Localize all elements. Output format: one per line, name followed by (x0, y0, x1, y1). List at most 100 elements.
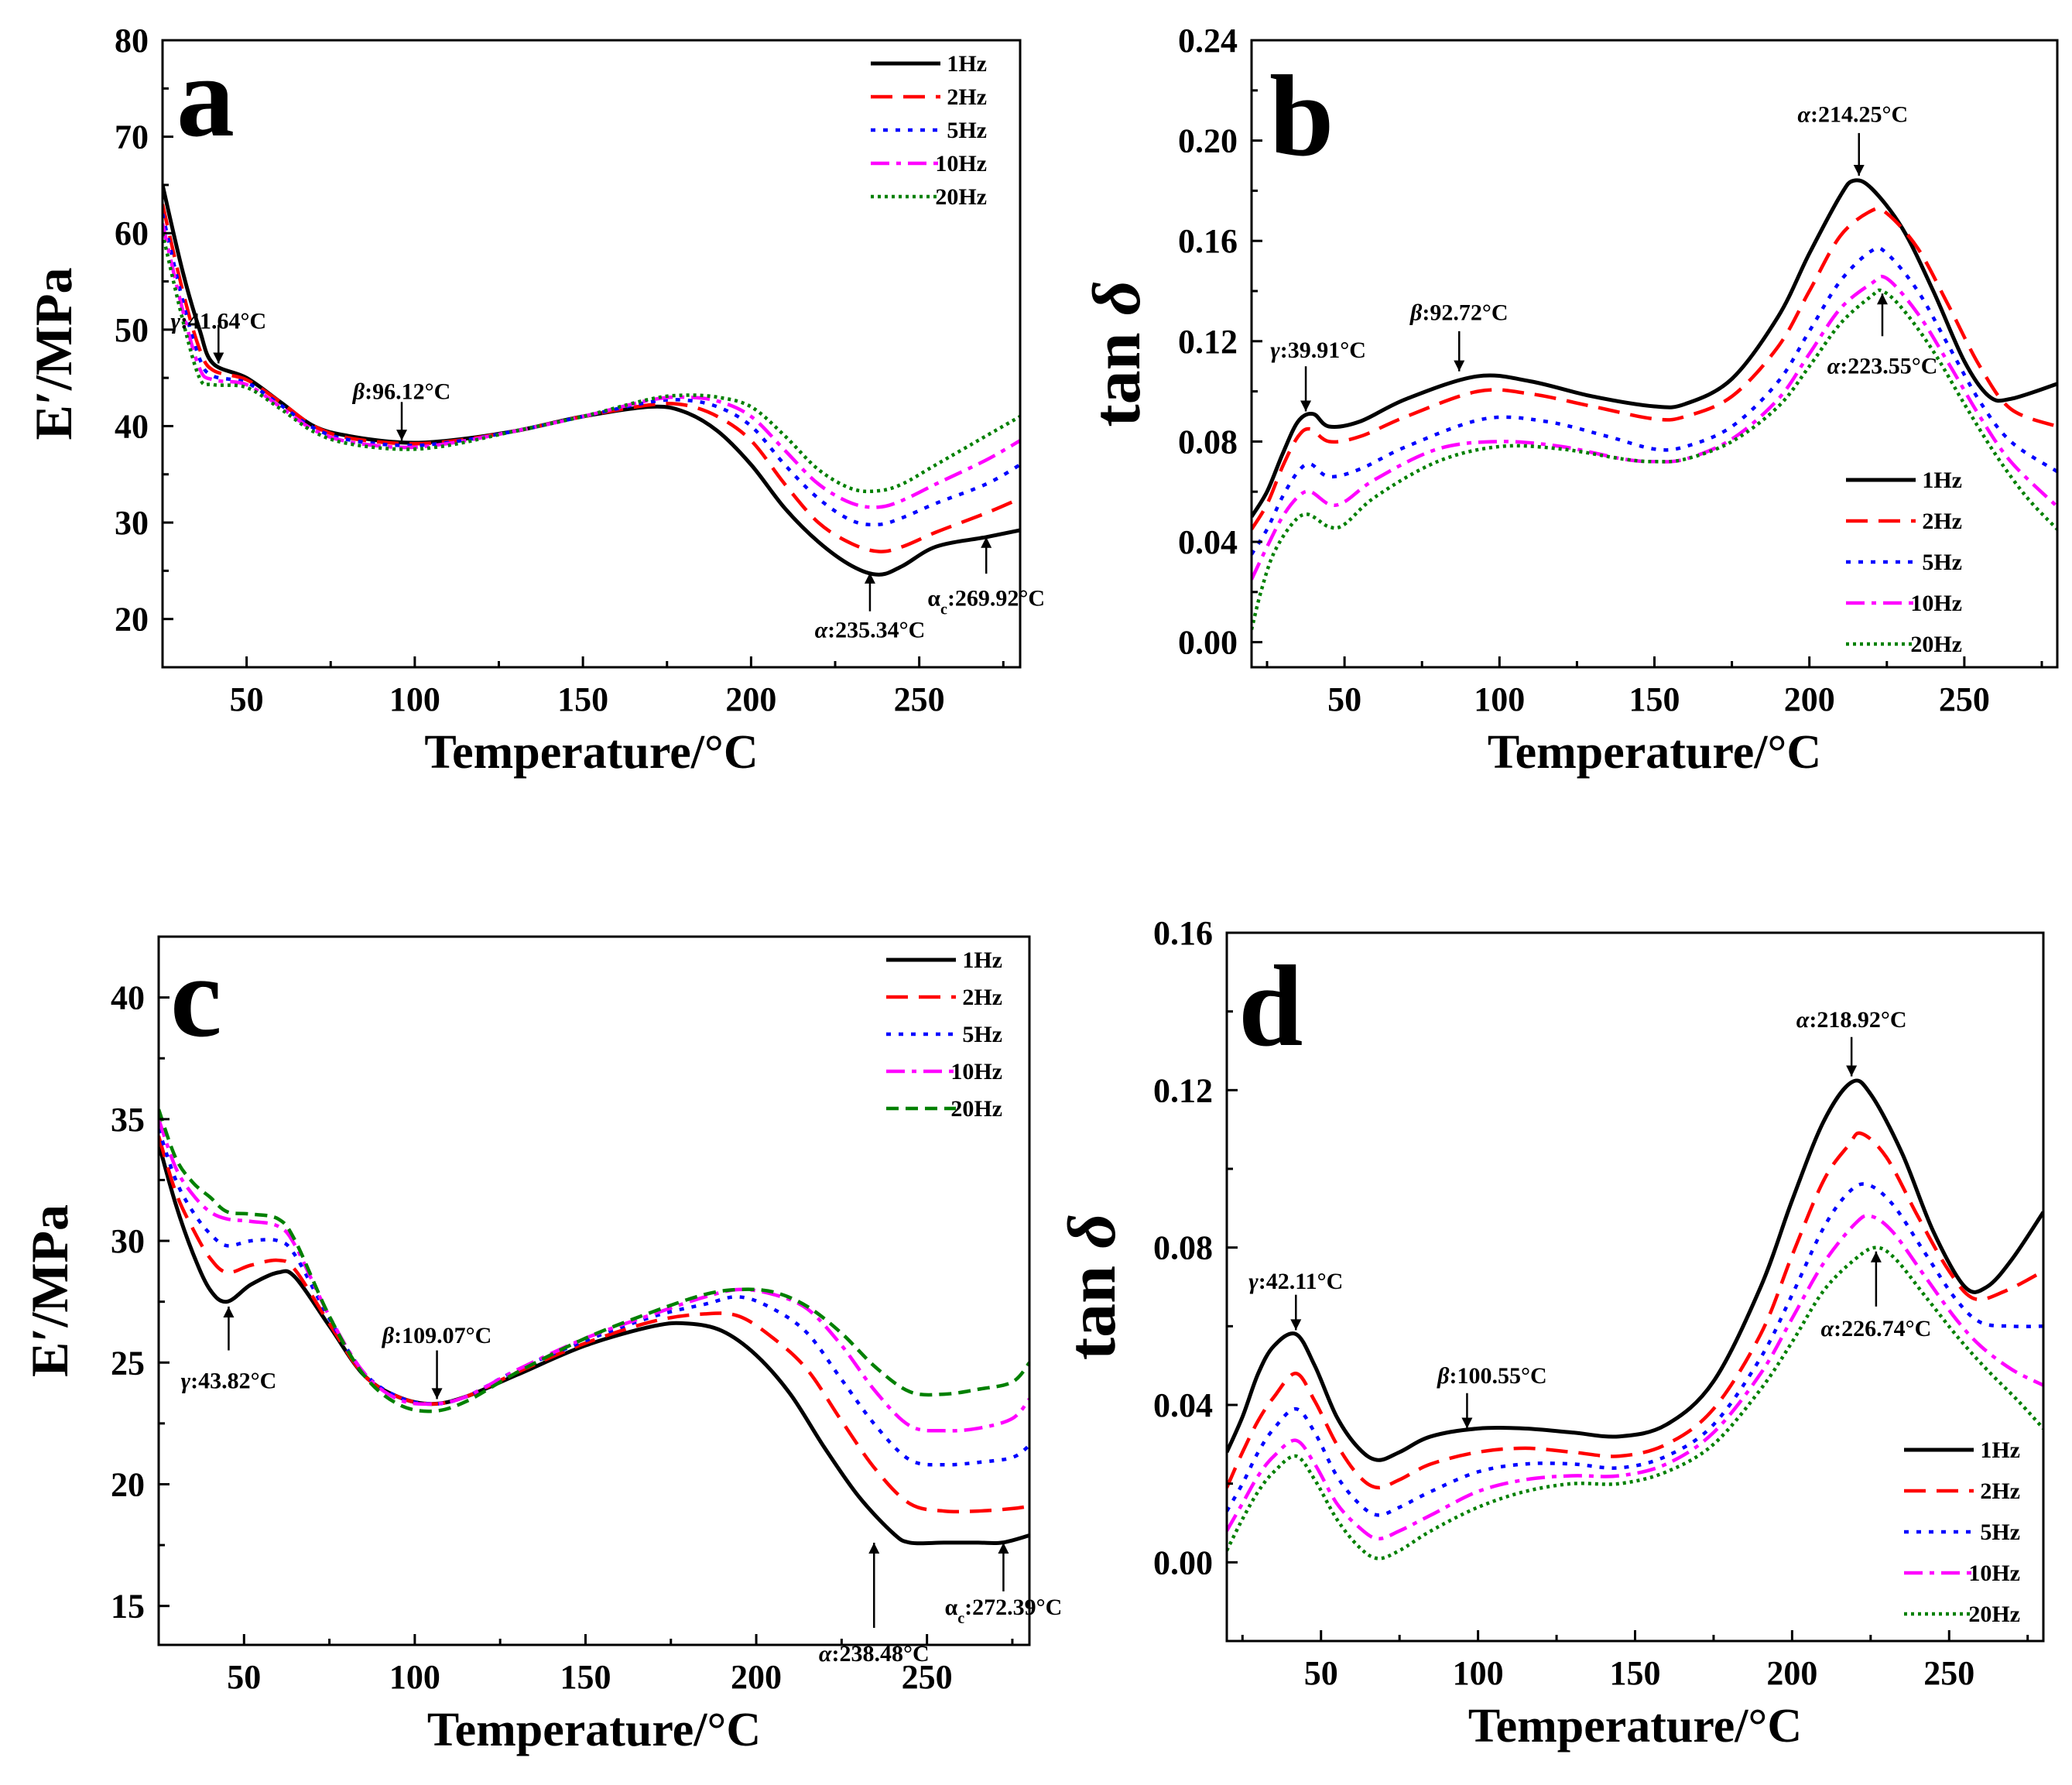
annotation-arrowhead (864, 572, 875, 584)
y-tick-label: 0.12 (1153, 1071, 1213, 1109)
x-tick-label: 100 (389, 1658, 440, 1696)
annotation-arrowhead (1876, 293, 1888, 305)
y-tick-label: 50 (115, 311, 149, 349)
legend: 1Hz 2Hz 5Hz 10Hz 20Hz (871, 51, 987, 210)
x-tick-label: 150 (1610, 1654, 1661, 1692)
annotation-label: αc:269.92°C (927, 586, 1045, 618)
x-tick-label: 250 (1923, 1654, 1974, 1692)
x-tick-label: 250 (902, 1658, 953, 1696)
annotation: α:238.48°C (819, 1542, 930, 1667)
annotation-label: γ:41.64°C (170, 309, 266, 334)
legend-label-5hz: 5Hz (1980, 1519, 2020, 1545)
y-tick-label: 40 (111, 979, 145, 1017)
series-group (1252, 178, 2057, 630)
y-axis-title: tan δ (1080, 280, 1155, 427)
legend-label-10hz: 10Hz (1968, 1561, 2020, 1586)
series-line-5hz (1252, 246, 2057, 556)
panel-a: 50 100 150 200 250 20 30 40 50 60 70 80 Temperature/… (24, 22, 1045, 779)
y-tick-label: 0.04 (1178, 523, 1238, 561)
y-axis-title: E′/MPa (20, 1204, 79, 1377)
series-line-2hz (1252, 206, 2057, 530)
legend-label-20hz: 20Hz (950, 1096, 1002, 1122)
y-tick-label: 0.16 (1153, 914, 1213, 952)
annotation-label: αc:272.39°C (945, 1595, 1063, 1627)
annotation-arrowhead (431, 1388, 443, 1400)
annotation: α:218.92°C (1796, 1007, 1907, 1077)
annotation-label: α:223.55°C (1827, 354, 1938, 379)
x-tick-label: 50 (230, 680, 264, 718)
annotation: α:223.55°C (1827, 293, 1938, 379)
annotation: γ:41.64°C (170, 309, 266, 364)
annotation-label: β:109.07°C (382, 1323, 492, 1348)
y-tick-label: 0.16 (1178, 222, 1238, 260)
x-tick-label: 100 (1453, 1654, 1504, 1692)
x-tick-label: 50 (227, 1658, 261, 1696)
y-axis-title: E′/MPa (24, 267, 83, 440)
series-line-20hz (1227, 1245, 2043, 1561)
legend-label-2hz: 2Hz (1922, 509, 1962, 534)
x-tick-label: 200 (1766, 1654, 1817, 1692)
annotation-label: α:218.92°C (1796, 1007, 1907, 1033)
plot-frame (157, 935, 1031, 1646)
annotation: β:109.07°C (382, 1323, 492, 1400)
annotation: γ:43.82°C (181, 1306, 276, 1394)
legend-label-20hz: 20Hz (935, 184, 987, 210)
annotation-label: γ:39.91°C (1270, 337, 1366, 363)
x-axis-title: Temperature/°C (1468, 1700, 1802, 1752)
annotation: αc:272.39°C (945, 1542, 1063, 1627)
x-tick-label: 50 (1327, 680, 1361, 718)
series-line-1hz (159, 1143, 1029, 1546)
panel-letter: b (1269, 52, 1334, 180)
annotation: β:96.12°C (352, 379, 450, 441)
y-tick-label: 0.04 (1153, 1386, 1213, 1424)
series-line-2hz (163, 204, 1020, 553)
y-tick-label: 0.00 (1178, 624, 1238, 662)
annotation-label: β:100.55°C (1437, 1363, 1547, 1389)
legend: 1Hz 2Hz 5Hz 10Hz 20Hz (1846, 468, 1962, 657)
legend-label-2hz: 2Hz (1980, 1478, 2020, 1504)
panel-letter: c (170, 933, 222, 1061)
y-tick-label: 30 (115, 504, 149, 542)
series-line-20hz (1252, 288, 2057, 630)
annotation-arrowhead (1870, 1251, 1882, 1263)
legend-label-5hz: 5Hz (1922, 550, 1962, 575)
x-tick-label: 150 (557, 680, 608, 718)
legend-label-1hz: 1Hz (1980, 1437, 2020, 1463)
annotation-arrowhead (868, 1542, 880, 1554)
x-axis-title: Temperature/°C (424, 726, 758, 779)
legend-label-10hz: 10Hz (935, 151, 987, 176)
x-tick-label: 150 (560, 1658, 611, 1696)
series-line-2hz (1227, 1131, 2043, 1490)
panel-letter: d (1238, 942, 1303, 1071)
legend-label-10hz: 10Hz (950, 1059, 1002, 1084)
annotation: αc:269.92°C (927, 536, 1045, 618)
y-tick-label: 70 (115, 118, 149, 156)
annotation: γ:39.91°C (1270, 337, 1366, 412)
y-tick-label: 0.24 (1178, 22, 1238, 60)
y-tick-label: 0.08 (1178, 423, 1238, 461)
x-tick-label: 250 (1939, 680, 1990, 718)
annotation-label: α:235.34°C (815, 618, 926, 643)
annotation: α:214.25°C (1797, 101, 1908, 176)
series-line-10hz (159, 1119, 1029, 1433)
annotation-arrowhead (1853, 164, 1865, 176)
series-line-10hz (163, 223, 1020, 509)
y-tick-label: 35 (111, 1101, 145, 1139)
annotation: α:226.74°C (1821, 1251, 1932, 1341)
legend-label-2hz: 2Hz (947, 84, 987, 110)
series-line-5hz (1227, 1182, 2043, 1517)
annotation-label: α:226.74°C (1821, 1316, 1932, 1341)
legend-label-20hz: 20Hz (1968, 1602, 2020, 1627)
y-tick-label: 60 (115, 214, 149, 252)
y-tick-label: 0.08 (1153, 1229, 1213, 1267)
y-tick-label: 20 (115, 601, 149, 639)
y-tick-label: 25 (111, 1344, 145, 1382)
annotation-arrowhead (981, 536, 992, 548)
annotation-label: α:214.25°C (1797, 101, 1908, 127)
annotation-arrowhead (1454, 360, 1465, 372)
annotation-arrowhead (223, 1306, 235, 1317)
y-tick-label: 0.00 (1153, 1543, 1213, 1581)
y-tick-label: 80 (115, 22, 149, 60)
panel-b: 50 100 150 200 250 0.00 0.04 0.08 0.12 0.16 0.20 0.… (1080, 22, 2059, 779)
